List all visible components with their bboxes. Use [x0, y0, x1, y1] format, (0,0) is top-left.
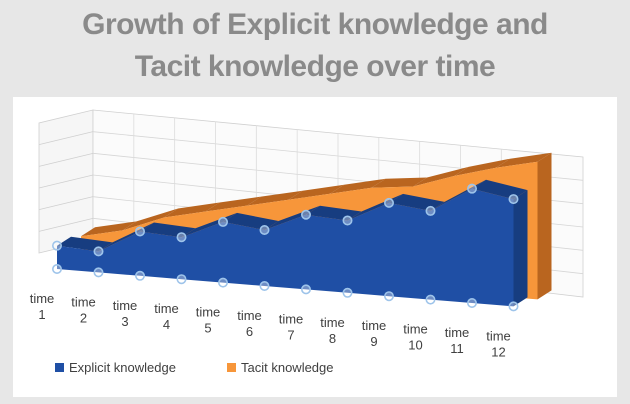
- x-tick-label-12: 12: [491, 344, 505, 359]
- floor-point-11: [466, 298, 477, 309]
- gridline-side: [38, 196, 94, 211]
- legend-item-tacit: Tacit knowledge: [227, 360, 334, 375]
- area-top-strip-1: [347, 193, 403, 221]
- area-end-face-1: [513, 190, 528, 307]
- x-tick-label-8: time: [320, 315, 345, 330]
- x-tick-label-8: 8: [329, 331, 336, 346]
- area-top-strip-2: [122, 208, 178, 231]
- x-tick-label-7: time: [279, 311, 304, 326]
- x-tick-label-6: 6: [246, 324, 253, 339]
- floor-point-3: [135, 270, 146, 281]
- data-point-explicit-9: [383, 197, 394, 208]
- x-tick-label-10: 10: [408, 338, 422, 353]
- floor-point-12: [508, 301, 519, 312]
- area-top-strip-2: [496, 152, 552, 168]
- gridline-side: [38, 174, 94, 189]
- data-point-explicit-11: [466, 183, 477, 194]
- x-tick-label-1: time: [30, 291, 55, 306]
- area-top-strip-1: [98, 222, 154, 252]
- area-front-1: [57, 188, 514, 307]
- area-top-strip-2: [205, 196, 261, 212]
- x-tick-label-3: time: [113, 298, 138, 313]
- floor-point-9: [383, 291, 394, 302]
- x-tick-label-12: time: [486, 328, 511, 343]
- x-tick-label-1: 1: [38, 307, 45, 322]
- chart-panel: time 1 time 2 time 3 time 4 time 5 time 6 time 7 time 8…: [13, 97, 617, 397]
- data-point-explicit-6: [259, 225, 270, 236]
- x-tick-label-5: time: [196, 305, 221, 320]
- area-top-strip-2: [288, 184, 344, 200]
- floor-point-8: [342, 287, 353, 298]
- area-top-strip-2: [81, 221, 137, 237]
- area-top-strip-2: [164, 202, 220, 218]
- gridline-side: [38, 131, 94, 146]
- x-tick-label-9: 9: [370, 334, 377, 349]
- x-tick-label-10: time: [403, 322, 428, 337]
- legend-swatch-explicit: [55, 363, 64, 372]
- area-top-strip-2: [330, 178, 386, 194]
- data-point-explicit-7: [300, 209, 311, 220]
- x-tick-label-3: 3: [121, 314, 128, 329]
- x-tick-label-4: time: [154, 301, 179, 316]
- data-point-explicit-10: [425, 205, 436, 216]
- x-tick-label-11: time: [445, 325, 470, 340]
- area-top-strip-2: [413, 166, 469, 187]
- area-chart-3d: time1time2time3time4time5time6time7time8…: [30, 109, 584, 359]
- data-point-explicit-8: [342, 215, 353, 226]
- legend-label-tacit: Tacit knowledge: [241, 360, 334, 375]
- data-point-explicit-1: [51, 240, 62, 251]
- area-top-strip-2: [371, 177, 427, 188]
- floor-point-4: [176, 274, 187, 285]
- area-top-strip-1: [181, 212, 237, 238]
- legend-swatch-tacit: [227, 363, 236, 372]
- x-tick-label-11: 11: [450, 341, 464, 356]
- gridline-side: [38, 152, 94, 167]
- x-tick-label-5: 5: [204, 321, 211, 336]
- chart-title: Growth of Explicit knowledge and Tacit k…: [0, 4, 630, 88]
- floor-point-6: [259, 281, 270, 292]
- floor-point-5: [218, 277, 229, 288]
- data-point-explicit-12: [508, 194, 519, 205]
- x-tick-label-9: time: [362, 318, 387, 333]
- legend-label-explicit: Explicit knowledge: [69, 360, 176, 375]
- data-point-explicit-4: [176, 232, 187, 243]
- x-tick-label-6: time: [237, 308, 262, 323]
- area-top-strip-1: [430, 179, 486, 211]
- gridline-side: [38, 217, 94, 232]
- floor-point-7: [300, 284, 311, 295]
- x-tick-label-2: 2: [80, 310, 87, 325]
- area-top-strip-2: [454, 158, 510, 176]
- area-end-face-2: [537, 152, 552, 300]
- floor-point-1: [51, 264, 62, 275]
- floor-point-2: [93, 267, 104, 278]
- legend-item-explicit: Explicit knowledge: [55, 360, 176, 375]
- x-tick-label-4: 4: [163, 317, 170, 332]
- chart-title-line-1: Growth of Explicit knowledge and: [82, 8, 548, 41]
- data-point-explicit-3: [135, 226, 146, 237]
- area-top-strip-2: [247, 190, 303, 206]
- data-point-explicit-2: [93, 246, 104, 257]
- floor-point-10: [425, 294, 436, 305]
- chart-title-line-2: Tacit knowledge over time: [134, 50, 496, 83]
- x-tick-label-7: 7: [287, 327, 294, 342]
- x-tick-label-2: time: [71, 294, 96, 309]
- data-point-explicit-5: [218, 216, 229, 227]
- area-top-strip-1: [264, 205, 320, 230]
